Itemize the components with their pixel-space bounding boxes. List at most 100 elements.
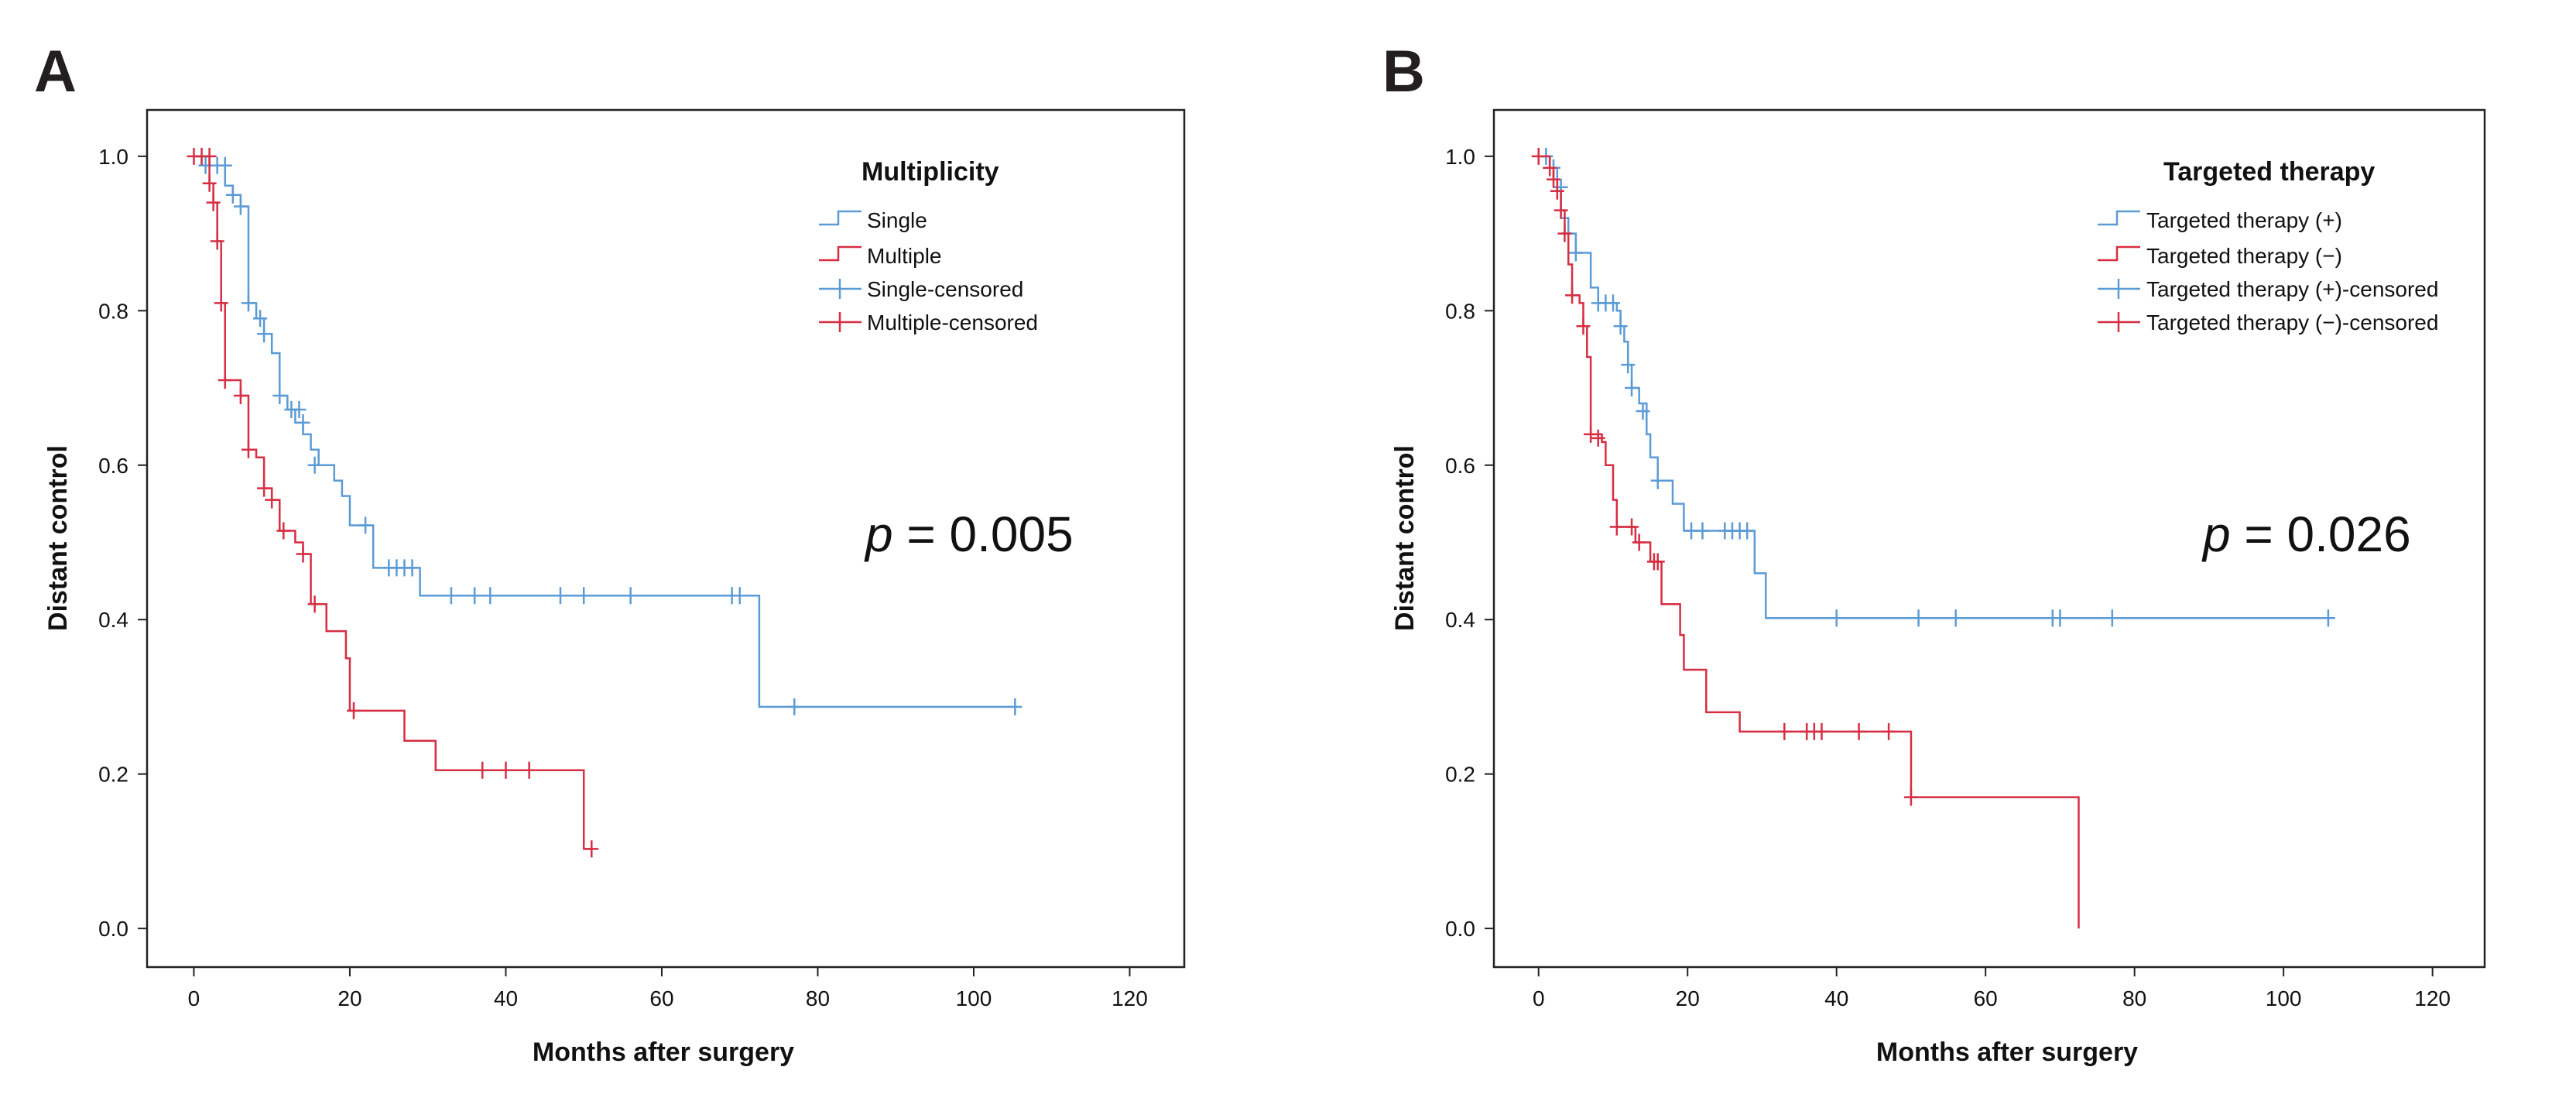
panel-a-legend-swatch-multiple-censored [819,312,862,332]
panel-a-legend-label-multiple-censored: Multiple-censored [867,310,1038,334]
panel-a-series-2-censor-mark [276,522,291,540]
panel-a-series-2-censor-mark [346,702,361,719]
panel-a-curves [187,147,1023,858]
panel-a-legend-label-single-censored: Single-censored [867,277,1023,301]
panel-a-p-symbol: p [864,506,893,562]
panel-a-series-1-censor-mark [623,587,638,605]
panel-a-series-2-censor-mark [307,595,322,613]
panel-b-y-tick-label: 0.2 [1445,763,1475,787]
panel-a-y-tick-label: 0.6 [98,454,128,478]
panel-b-y-axis-title: Distant control [1390,445,1420,631]
panel-b-y-tick-label: 1.0 [1445,145,1475,169]
panel-a-y-tick-label: 1.0 [98,145,128,169]
panel-b-series-2-censor-mark [1777,722,1792,740]
panel-b-p-symbol: p [2201,506,2231,562]
panel-a-x-axis-title: Months after surgery [533,1038,794,1067]
panel-a-series-1-censor-mark [292,400,307,418]
panel-a-series-2-censor-mark [584,840,599,858]
panel-b-x-axis-title: Months after surgery [1876,1038,2138,1067]
panel-b-series-2-censor-mark [1565,286,1580,304]
panel-b-p-text: = 0.026 [2231,506,2411,562]
panel-b-y-tick-label: 0.0 [1445,917,1475,941]
panel-b-x-tick-label: 20 [1676,986,1700,1010]
panel-a-series-1-censor-mark [732,587,747,605]
panel-a-y-tick-labels: 0.0 0.2 0.4 0.6 0.8 1.0 [98,145,128,941]
panel-b-series-1-censor-mark [1613,317,1628,335]
panel-b-legend-swatch-tt-negative-censored [2098,312,2140,332]
panel-b-series-2-censor-mark [1609,518,1624,536]
panel-b-series-1-censor-mark [1650,472,1665,489]
panel-a-series-1-curve [194,155,1016,708]
panel-a-series-1-censor-mark [468,587,482,605]
panel-a-series-2-censor-mark [498,761,513,779]
panel-b-series-1-censor-mark [1740,522,1755,540]
panel-a-series-1-censor-mark [483,587,498,605]
panel-a-y-tick-label: 0.8 [98,299,128,323]
panel-b-series-1-censor-mark [1636,402,1650,420]
panel-a-series-1-censor-mark [577,587,591,605]
panel-b-series-1-censor-mark [1695,522,1710,540]
panel-b-series-2-censor-mark [1852,722,1866,740]
panel-a-legend-label-single: Single [867,208,927,232]
panel-a-series-2-censor-mark [522,761,536,779]
panel-b-series-1-censor-mark [1625,379,1639,397]
panel-a-legend-swatch-single [819,210,862,226]
panel-a-legend-label-multiple: Multiple [867,244,941,268]
panel-b-series-2-censor-mark [1557,225,1572,242]
panel-b-y-tick-label: 0.4 [1445,608,1475,632]
panel-b-series-2-censor-mark [1546,170,1560,188]
panel-a-series-2-censor-mark [210,232,224,250]
panel-a-series-1-censor-mark [444,587,458,605]
panel-a-legend-swatch-single-censored [819,279,862,299]
panel-b-series-2-censor-mark [1584,425,1598,443]
panel-b-x-tick-labels: 0 20 40 60 80 100 120 [1533,986,2451,1010]
panel-a-x-tick-label: 0 [188,986,200,1010]
panel-a-legend-swatch-multiple [819,245,862,262]
panel-b-series-1-censor-mark [1621,356,1636,374]
panel-a-legend-title: Multiplicity [862,157,999,187]
panel-b-series-2-censor-mark [1531,147,1546,165]
panel-a-y-axis-title: Distant control [43,445,73,631]
panel-a-y-tick-label: 0.4 [98,608,128,632]
panel-a-p-value: p = 0.005 [864,506,1074,562]
panel-b-y-tick-labels: 0.0 0.2 0.4 0.6 0.8 1.0 [1445,145,1475,941]
panel-b-y-tick-label: 0.6 [1445,454,1475,478]
panel-b-legend-title: Targeted therapy [2163,157,2375,187]
panel-b-series-1-censor-mark [1911,609,1926,627]
panel-a-p-text: = 0.005 [893,506,1074,562]
panel-b-series-1-censor-mark [2053,609,2067,627]
panel-a-series-1-censor-mark [218,156,232,174]
panel-a-x-tick-labels: 0 20 40 60 80 100 120 [188,986,1148,1010]
panel-b-series-2-censor-mark [1576,317,1591,335]
panel-a-x-tick-label: 120 [1112,986,1148,1010]
panel-a-series-2-censor-mark [265,491,279,509]
panel-a-series-1-censor-mark [225,186,240,204]
panel-b-series-1-censor-mark [1829,609,1844,627]
panel-b-curves [1531,147,2335,929]
panel-b-x-tick-label: 100 [2266,986,2302,1010]
panel-a-y-tick-label: 0.0 [98,917,128,941]
panel-a-series-1-censor-mark [1008,698,1023,715]
panel-a-legend: Multiplicity Single Multiple Single-cens… [819,157,1038,334]
panel-a-series-2-censor-mark [296,545,310,563]
panel-b-legend-swatch-tt-positive [2098,210,2140,226]
panel-a-series-2-censor-mark [241,441,255,458]
panel-b-letter: B [1382,39,1425,105]
panel-a-x-tick-label: 60 [649,986,673,1010]
panel-b-legend-swatch-tt-negative [2098,245,2140,262]
panel-a-x-tick-label: 100 [956,986,992,1010]
panel-a-letter: A [34,39,77,105]
panel-a-series-1-censor-mark [787,698,802,715]
panel-b-series-1-curve [1538,155,2328,619]
panel-b-series-2-censor-mark [1650,553,1665,571]
panel-b-series-2-censor-mark [1553,201,1568,219]
panel-b-series-2-censor-mark [1814,722,1829,740]
panel-a-series-1-censor-mark [257,325,272,343]
panel-a-y-tick-label: 0.2 [98,763,128,787]
panel-a-series-1-censor-mark [307,456,322,474]
panel-b-series-1-censor-mark [2321,609,2335,627]
panel-b-legend-label-tt-negative-censored: Targeted therapy (−)-censored [2146,310,2438,334]
panel-b-series-2-censor-mark [1882,722,1896,740]
panel-a-series-1-censor-mark [241,294,255,312]
panel-a-series-2-censor-mark [202,147,217,165]
